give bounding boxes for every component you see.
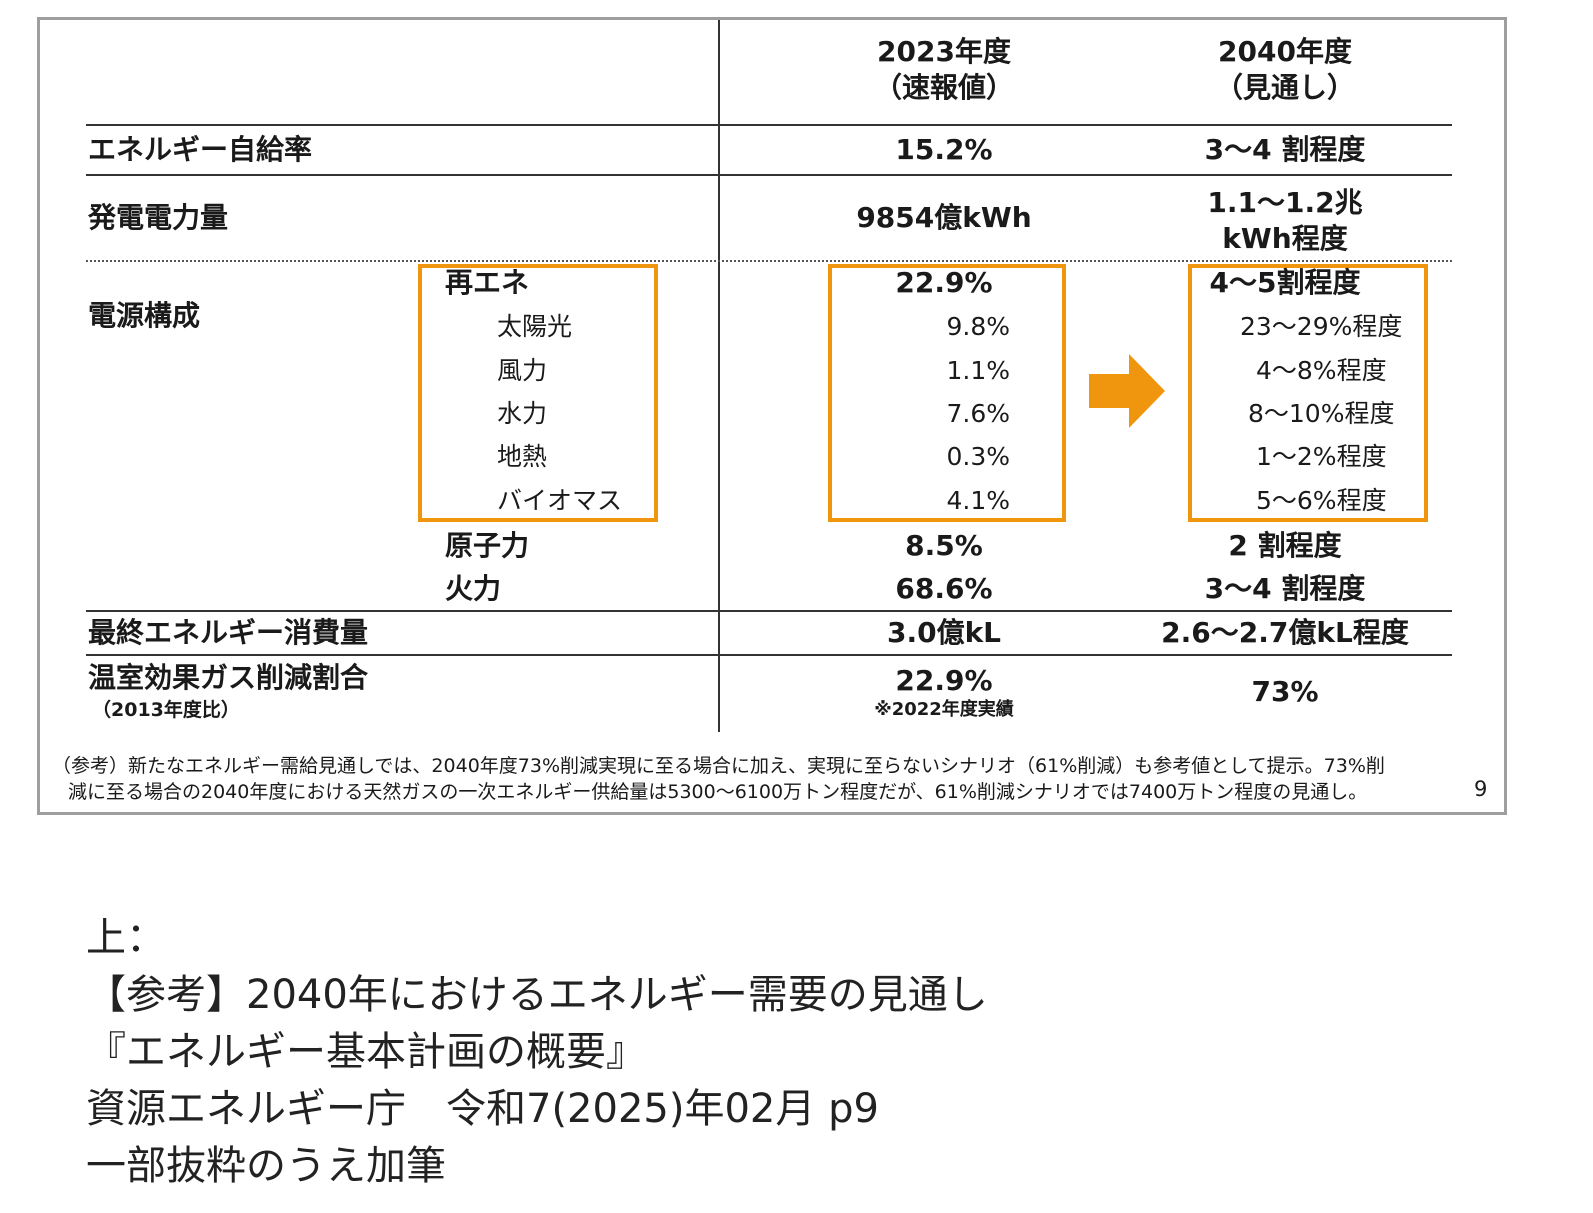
value-self-sufficiency-2040: 3～4 割程度 bbox=[1204, 133, 1366, 166]
value-nuclear-2040: 2 割程度 bbox=[1228, 529, 1342, 562]
value-renewables-2023: 22.9% bbox=[895, 266, 993, 299]
value-ghg-2040: 73% bbox=[1251, 675, 1319, 708]
value-wind-2040: 4～8%程度 bbox=[1256, 356, 1387, 385]
highlight-box-2023 bbox=[828, 264, 1066, 522]
label-power-mix: 電源構成 bbox=[88, 299, 201, 332]
value-generation-2040-line1: 1.1～1.2兆 bbox=[1207, 186, 1363, 219]
value-biomass-2023: 4.1% bbox=[946, 486, 1010, 515]
row-divider bbox=[86, 654, 1452, 656]
label-biomass: バイオマス bbox=[497, 486, 623, 515]
caption-line: 一部抜粋のうえ加筆 bbox=[86, 1143, 446, 1189]
label-thermal: 火力 bbox=[445, 572, 502, 605]
caption-line: 『エネルギー基本計画の概要』 bbox=[86, 1029, 646, 1075]
footnote-line1: （参考）新たなエネルギー需給見通しでは、2040年度73%削減実現に至る場合に加… bbox=[52, 755, 1385, 777]
value-nuclear-2023: 8.5% bbox=[905, 529, 983, 562]
value-final-consumption-2023: 3.0億kL bbox=[886, 616, 1002, 649]
label-geothermal: 地熱 bbox=[497, 442, 548, 471]
value-renewables-2040: 4～5割程度 bbox=[1209, 266, 1361, 299]
header-2040-year: 2040年度 bbox=[1218, 35, 1352, 68]
slide-panel: 2023年度 （速報値） 2040年度 （見通し） エネルギー自給率 15.2%… bbox=[37, 17, 1507, 815]
label-generation: 発電電力量 bbox=[88, 201, 229, 234]
label-hydro: 水力 bbox=[497, 399, 548, 428]
highlight-box-2040 bbox=[1188, 264, 1428, 522]
value-geothermal-2040: 1～2%程度 bbox=[1256, 442, 1387, 471]
value-solar-2023: 9.8% bbox=[946, 312, 1010, 341]
header-2023: 2023年度 （速報値） bbox=[874, 34, 1014, 106]
value-ghg-2023: 22.9% bbox=[895, 664, 993, 697]
value-ghg-2023-note: ※2022年度実績 bbox=[874, 699, 1014, 720]
caption-line: 【参考】2040年におけるエネルギー需要の見通し bbox=[86, 972, 988, 1018]
row-divider bbox=[86, 124, 1452, 126]
header-2023-status: （速報値） bbox=[873, 70, 1015, 104]
column-divider bbox=[718, 20, 720, 732]
label-final-consumption: 最終エネルギー消費量 bbox=[88, 616, 369, 649]
header-2023-year: 2023年度 bbox=[877, 35, 1011, 68]
value-generation-2040-line2: kWh程度 bbox=[1222, 221, 1348, 255]
section-divider-dotted bbox=[86, 260, 1452, 262]
value-generation-2023: 9854億kWh bbox=[856, 201, 1032, 234]
header-2040-status: （見通し） bbox=[1214, 70, 1356, 104]
label-self-sufficiency: エネルギー自給率 bbox=[88, 133, 313, 166]
header-2040: 2040年度 （見通し） bbox=[1215, 34, 1355, 106]
value-generation-2040: 1.1～1.2兆 kWh程度 bbox=[1207, 185, 1362, 257]
value-final-consumption-2040: 2.6～2.7億kL程度 bbox=[1161, 616, 1409, 649]
value-wind-2023: 1.1% bbox=[946, 356, 1010, 385]
source-caption: 上： 【参考】2040年におけるエネルギー需要の見通し 『エネルギー基本計画の概… bbox=[86, 910, 988, 1195]
label-wind: 風力 bbox=[497, 356, 548, 385]
caption-line: 上： bbox=[86, 915, 166, 961]
label-solar: 太陽光 bbox=[497, 312, 573, 341]
page-number: 9 bbox=[1474, 777, 1488, 801]
footnote-line2: 減に至る場合の2040年度における天然ガスの一次エネルギー供給量は5300～61… bbox=[68, 781, 1368, 803]
value-hydro-2040: 8～10%程度 bbox=[1248, 399, 1395, 428]
value-solar-2040: 23～29%程度 bbox=[1240, 312, 1403, 341]
caption-line: 資源エネルギー庁 令和7(2025)年02月 p9 bbox=[86, 1086, 879, 1132]
highlight-box-labels bbox=[418, 264, 658, 522]
label-ghg: 温室効果ガス削減割合 bbox=[88, 661, 369, 694]
value-geothermal-2023: 0.3% bbox=[946, 442, 1010, 471]
row-divider bbox=[86, 610, 1452, 612]
arrow-right-icon bbox=[1089, 354, 1165, 428]
value-self-sufficiency-2023: 15.2% bbox=[895, 133, 993, 166]
value-hydro-2023: 7.6% bbox=[946, 399, 1010, 428]
label-nuclear: 原子力 bbox=[445, 529, 530, 562]
label-ghg-baseline: （2013年度比） bbox=[92, 699, 240, 721]
value-biomass-2040: 5～6%程度 bbox=[1256, 486, 1387, 515]
value-thermal-2023: 68.6% bbox=[895, 572, 993, 605]
row-divider bbox=[86, 174, 1452, 176]
value-thermal-2040: 3～4 割程度 bbox=[1204, 572, 1366, 605]
label-renewables: 再エネ bbox=[445, 266, 530, 299]
